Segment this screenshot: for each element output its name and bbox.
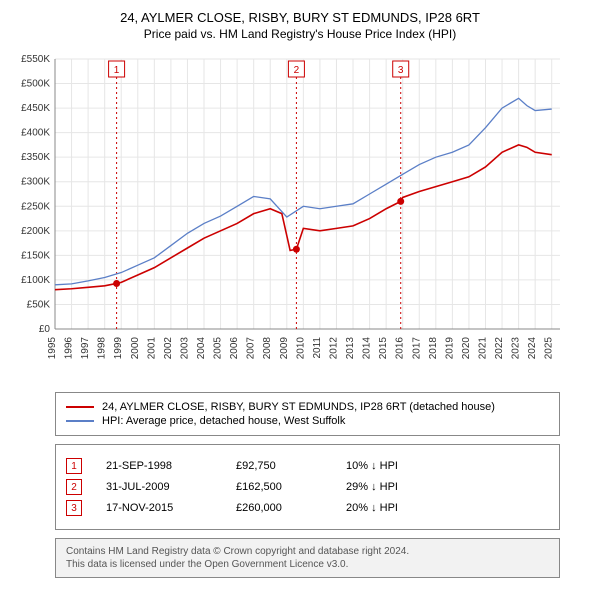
- svg-text:2005: 2005: [213, 337, 224, 360]
- svg-text:3: 3: [398, 65, 404, 76]
- event-row: 2 31-JUL-2009£162,50029% ↓ HPI: [66, 479, 549, 495]
- svg-text:2016: 2016: [395, 337, 406, 360]
- svg-text:£350K: £350K: [21, 152, 50, 163]
- event-date: 17-NOV-2015: [106, 502, 236, 514]
- svg-text:1: 1: [114, 65, 120, 76]
- svg-text:£550K: £550K: [21, 54, 50, 65]
- legend-item: HPI: Average price, detached house, West…: [66, 415, 549, 427]
- svg-text:2006: 2006: [229, 337, 240, 360]
- svg-text:2012: 2012: [328, 337, 339, 360]
- events-table: 1 21-SEP-1998£92,75010% ↓ HPI 2 31-JUL-2009…: [55, 444, 560, 530]
- svg-text:2004: 2004: [196, 337, 207, 360]
- footer-line: This data is licensed under the Open Gov…: [66, 558, 549, 571]
- legend-swatch: [66, 420, 94, 422]
- chart-container: £0 £50K £100K £150K £200K £250K £300K £350K £400…: [10, 49, 590, 384]
- event-date: 31-JUL-2009: [106, 481, 236, 493]
- svg-text:2014: 2014: [362, 337, 373, 360]
- event-price: £92,750: [236, 460, 346, 472]
- svg-text:2000: 2000: [130, 337, 141, 360]
- svg-text:1999: 1999: [113, 337, 124, 360]
- svg-text:2015: 2015: [378, 337, 389, 360]
- svg-text:2009: 2009: [279, 337, 290, 360]
- svg-text:2013: 2013: [345, 337, 356, 360]
- svg-text:£300K: £300K: [21, 177, 50, 188]
- chart-subtitle: Price paid vs. HM Land Registry's House …: [10, 27, 590, 41]
- svg-text:2019: 2019: [444, 337, 455, 360]
- svg-text:2024: 2024: [527, 337, 538, 360]
- svg-text:1996: 1996: [64, 337, 75, 360]
- chart-title: 24, AYLMER CLOSE, RISBY, BURY ST EDMUNDS…: [10, 10, 590, 25]
- svg-text:2025: 2025: [544, 337, 555, 360]
- svg-text:2022: 2022: [494, 337, 505, 360]
- svg-text:£500K: £500K: [21, 79, 50, 90]
- svg-text:2021: 2021: [477, 337, 488, 360]
- event-row: 1 21-SEP-1998£92,75010% ↓ HPI: [66, 458, 549, 474]
- svg-text:1997: 1997: [80, 337, 91, 360]
- svg-text:£0: £0: [39, 324, 51, 335]
- event-delta: 29% ↓ HPI: [346, 481, 398, 493]
- svg-text:£400K: £400K: [21, 128, 50, 139]
- event-delta: 20% ↓ HPI: [346, 502, 398, 514]
- svg-text:2018: 2018: [428, 337, 439, 360]
- svg-text:£250K: £250K: [21, 201, 50, 212]
- event-marker: 3: [66, 500, 82, 516]
- svg-text:2008: 2008: [262, 337, 273, 360]
- event-price: £162,500: [236, 481, 346, 493]
- svg-text:2023: 2023: [511, 337, 522, 360]
- svg-text:2020: 2020: [461, 337, 472, 360]
- event-delta: 10% ↓ HPI: [346, 460, 398, 472]
- event-marker: 1: [66, 458, 82, 474]
- event-price: £260,000: [236, 502, 346, 514]
- svg-text:£150K: £150K: [21, 250, 50, 261]
- svg-text:£100K: £100K: [21, 275, 50, 286]
- svg-text:2003: 2003: [179, 337, 190, 360]
- event-row: 3 17-NOV-2015£260,00020% ↓ HPI: [66, 500, 549, 516]
- legend-item: 24, AYLMER CLOSE, RISBY, BURY ST EDMUNDS…: [66, 401, 549, 413]
- event-date: 21-SEP-1998: [106, 460, 236, 472]
- svg-text:2001: 2001: [146, 337, 157, 360]
- svg-text:£450K: £450K: [21, 103, 50, 114]
- event-marker: 2: [66, 479, 82, 495]
- attribution-footer: Contains HM Land Registry data © Crown c…: [55, 538, 560, 578]
- svg-text:£50K: £50K: [27, 299, 51, 310]
- svg-text:1998: 1998: [97, 337, 108, 360]
- svg-text:£200K: £200K: [21, 226, 50, 237]
- svg-text:2010: 2010: [295, 337, 306, 360]
- footer-line: Contains HM Land Registry data © Crown c…: [66, 545, 549, 558]
- svg-text:2011: 2011: [312, 337, 323, 359]
- legend: 24, AYLMER CLOSE, RISBY, BURY ST EDMUNDS…: [55, 392, 560, 436]
- legend-label: HPI: Average price, detached house, West…: [102, 415, 345, 427]
- svg-text:1995: 1995: [47, 337, 58, 360]
- legend-swatch: [66, 406, 94, 408]
- svg-text:2007: 2007: [246, 337, 257, 360]
- legend-label: 24, AYLMER CLOSE, RISBY, BURY ST EDMUNDS…: [102, 401, 495, 413]
- svg-text:2017: 2017: [411, 337, 422, 360]
- line-chart: £0 £50K £100K £150K £200K £250K £300K £350K £400…: [10, 49, 570, 379]
- svg-text:2: 2: [294, 65, 300, 76]
- svg-text:2002: 2002: [163, 337, 174, 360]
